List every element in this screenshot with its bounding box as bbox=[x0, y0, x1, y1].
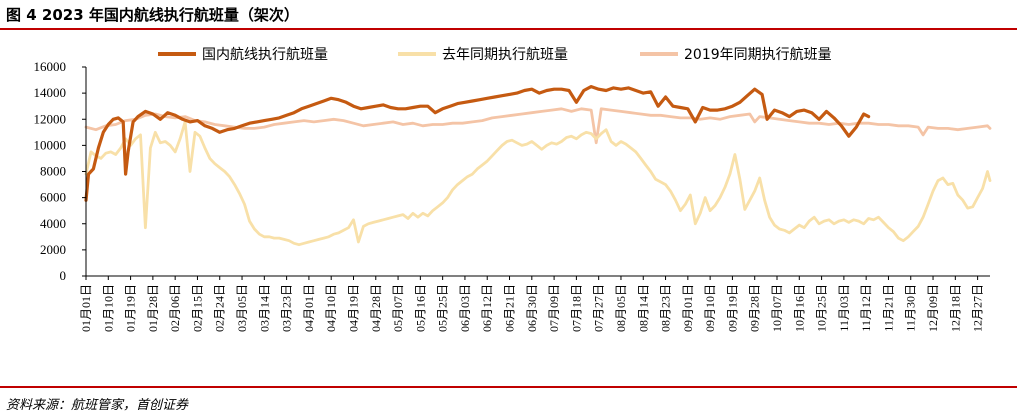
x-tick-label: 12月09日 bbox=[926, 284, 940, 332]
y-axis-ticks: 0 2000 4000 6000 8000 10000 12000 14000 16000 bbox=[34, 59, 86, 283]
y-tick-label: 6000 bbox=[40, 190, 66, 205]
y-tick-label: 10000 bbox=[34, 137, 67, 152]
series-line-1 bbox=[84, 85, 871, 202]
x-tick-label: 01月01日 bbox=[79, 284, 93, 332]
x-tick-label: 12月18日 bbox=[948, 284, 962, 332]
x-tick-label: 06月03日 bbox=[458, 284, 472, 332]
line-chart: 国内航线执行航班量 去年同期执行航班量 2019年同期执行航班量 0 2000 4000… bbox=[34, 47, 992, 332]
x-tick-label: 02月24日 bbox=[213, 284, 227, 332]
y-tick-label: 8000 bbox=[40, 164, 66, 179]
y-tick-label: 16000 bbox=[34, 59, 67, 74]
x-tick-label: 08月05日 bbox=[614, 284, 628, 332]
x-tick-label: 03月05日 bbox=[235, 284, 249, 332]
legend-label-1: 国内航线执行航班量 bbox=[202, 47, 328, 63]
x-tick-label: 06月21日 bbox=[503, 284, 517, 332]
x-tick-label: 02月15日 bbox=[190, 284, 204, 332]
axes bbox=[85, 67, 990, 277]
x-tick-label: 05月07日 bbox=[391, 284, 405, 332]
series-line-3 bbox=[84, 107, 992, 145]
x-tick-label: 09月01日 bbox=[681, 284, 695, 332]
chart-legend: 国内航线执行航班量 去年同期执行航班量 2019年同期执行航班量 bbox=[158, 47, 832, 63]
x-tick-label: 06月12日 bbox=[480, 284, 494, 332]
x-tick-label: 06月30日 bbox=[525, 284, 539, 332]
top-divider bbox=[0, 28, 1017, 30]
source-note: 资料来源：航班管家，首创证券 bbox=[6, 398, 189, 413]
x-tick-label: 11月21日 bbox=[881, 284, 895, 332]
x-tick-label: 07月09日 bbox=[547, 284, 561, 332]
x-tick-label: 10月16日 bbox=[792, 284, 806, 332]
x-tick-label: 04月19日 bbox=[346, 284, 360, 332]
x-tick-label: 08月23日 bbox=[659, 284, 673, 332]
x-tick-label: 01月19日 bbox=[124, 284, 138, 332]
y-tick-label: 4000 bbox=[40, 216, 66, 231]
y-tick-label: 2000 bbox=[40, 242, 66, 257]
x-tick-label: 12月27日 bbox=[971, 284, 985, 332]
x-tick-label: 04月01日 bbox=[302, 284, 316, 332]
x-tick-label: 03月23日 bbox=[280, 284, 294, 332]
x-tick-label: 05月25日 bbox=[436, 284, 450, 332]
series-line-2 bbox=[84, 120, 992, 247]
x-tick-label: 10月25日 bbox=[815, 284, 829, 332]
x-tick-label: 07月18日 bbox=[569, 284, 583, 332]
x-tick-label: 10月07日 bbox=[770, 284, 784, 332]
figure-title: 图 4 2023 年国内航线执行航班量（架次） bbox=[6, 6, 299, 24]
x-tick-label: 09月19日 bbox=[725, 284, 739, 332]
x-tick-label: 04月10日 bbox=[324, 284, 338, 332]
x-tick-label: 09月28日 bbox=[748, 284, 762, 332]
x-tick-label: 11月12日 bbox=[859, 284, 873, 332]
bottom-divider bbox=[0, 386, 1017, 388]
x-tick-label: 01月28日 bbox=[146, 284, 160, 332]
x-tick-label: 03月14日 bbox=[257, 284, 271, 332]
x-tick-label: 02月06日 bbox=[168, 284, 182, 332]
y-tick-label: 12000 bbox=[34, 111, 67, 126]
x-tick-label: 01月10日 bbox=[101, 284, 115, 332]
x-tick-label: 08月14日 bbox=[636, 284, 650, 332]
x-tick-label: 07月27日 bbox=[592, 284, 606, 332]
x-tick-label: 09月10日 bbox=[703, 284, 717, 332]
y-tick-label: 14000 bbox=[34, 85, 67, 100]
series-layer bbox=[84, 85, 992, 247]
x-tick-label: 11月03日 bbox=[837, 284, 851, 332]
legend-label-2: 去年同期执行航班量 bbox=[442, 47, 568, 63]
x-tick-label: 11月30日 bbox=[904, 284, 918, 332]
x-tick-label: 04月28日 bbox=[369, 284, 383, 332]
x-tick-label: 05月16日 bbox=[413, 284, 427, 332]
x-axis-ticks: 01月01日 01月10日 01月19日 01月28日 02月06日 02月15日 02月2… bbox=[79, 276, 985, 332]
y-tick-label: 0 bbox=[60, 268, 67, 283]
legend-label-3: 2019年同期执行航班量 bbox=[684, 47, 832, 63]
